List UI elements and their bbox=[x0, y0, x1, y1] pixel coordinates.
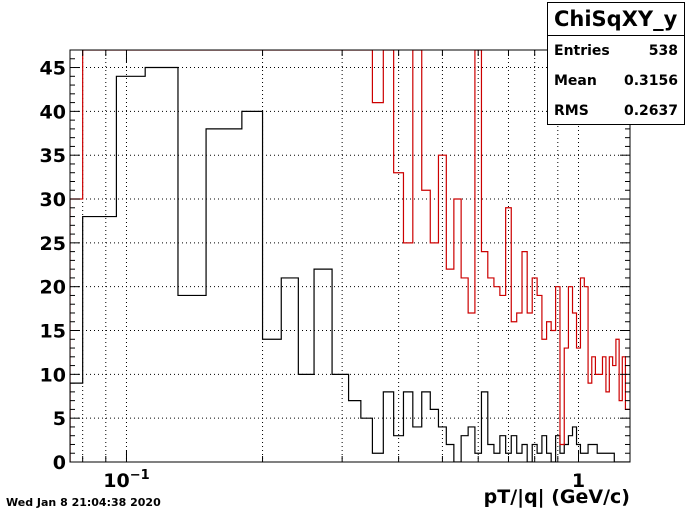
y-tick-label: 5 bbox=[53, 408, 66, 430]
stats-label-rms: RMS bbox=[554, 103, 589, 119]
plot-frame bbox=[69, 49, 631, 463]
y-tick-label: 0 bbox=[53, 452, 66, 474]
stats-value-entries: 538 bbox=[648, 43, 678, 59]
y-tick-label: 25 bbox=[40, 233, 66, 255]
y-tick-label: 40 bbox=[40, 101, 66, 123]
y-tick-label: 15 bbox=[40, 321, 66, 343]
timestamp: Wed Jan 8 21:04:38 2020 bbox=[6, 496, 161, 509]
x-tick-label: 1 bbox=[572, 470, 585, 492]
stats-label-mean: Mean bbox=[554, 73, 597, 89]
x-axis-label: pT/|q| (GeV/c) bbox=[484, 486, 630, 508]
series-layer bbox=[70, 50, 630, 462]
stats-row-rms: RMS 0.2637 bbox=[548, 96, 684, 126]
y-tick-label: 45 bbox=[40, 58, 66, 80]
stats-value-rms: 0.2637 bbox=[623, 103, 678, 119]
stats-label-entries: Entries bbox=[554, 43, 610, 59]
stats-row-mean: Mean 0.3156 bbox=[548, 66, 684, 96]
stats-box: ChiSqXY_y Entries 538 Mean 0.3156 RMS 0.… bbox=[547, 2, 685, 125]
y-tick-label: 10 bbox=[40, 364, 66, 386]
stats-title: ChiSqXY_y bbox=[548, 3, 684, 36]
x-tick-label: 10−1 bbox=[103, 468, 149, 492]
y-tick-label: 30 bbox=[40, 189, 66, 211]
y-tick-label: 20 bbox=[40, 277, 66, 299]
stats-row-entries: Entries 538 bbox=[548, 36, 684, 66]
histogram-series-black bbox=[70, 66, 630, 462]
histogram-series-red bbox=[70, 50, 630, 462]
axes-layer: 0 5 10 15 20 25 30 35 40 45 10−1 1 bbox=[40, 49, 631, 492]
y-tick-label: 35 bbox=[40, 145, 66, 167]
stats-value-mean: 0.3156 bbox=[623, 73, 678, 89]
